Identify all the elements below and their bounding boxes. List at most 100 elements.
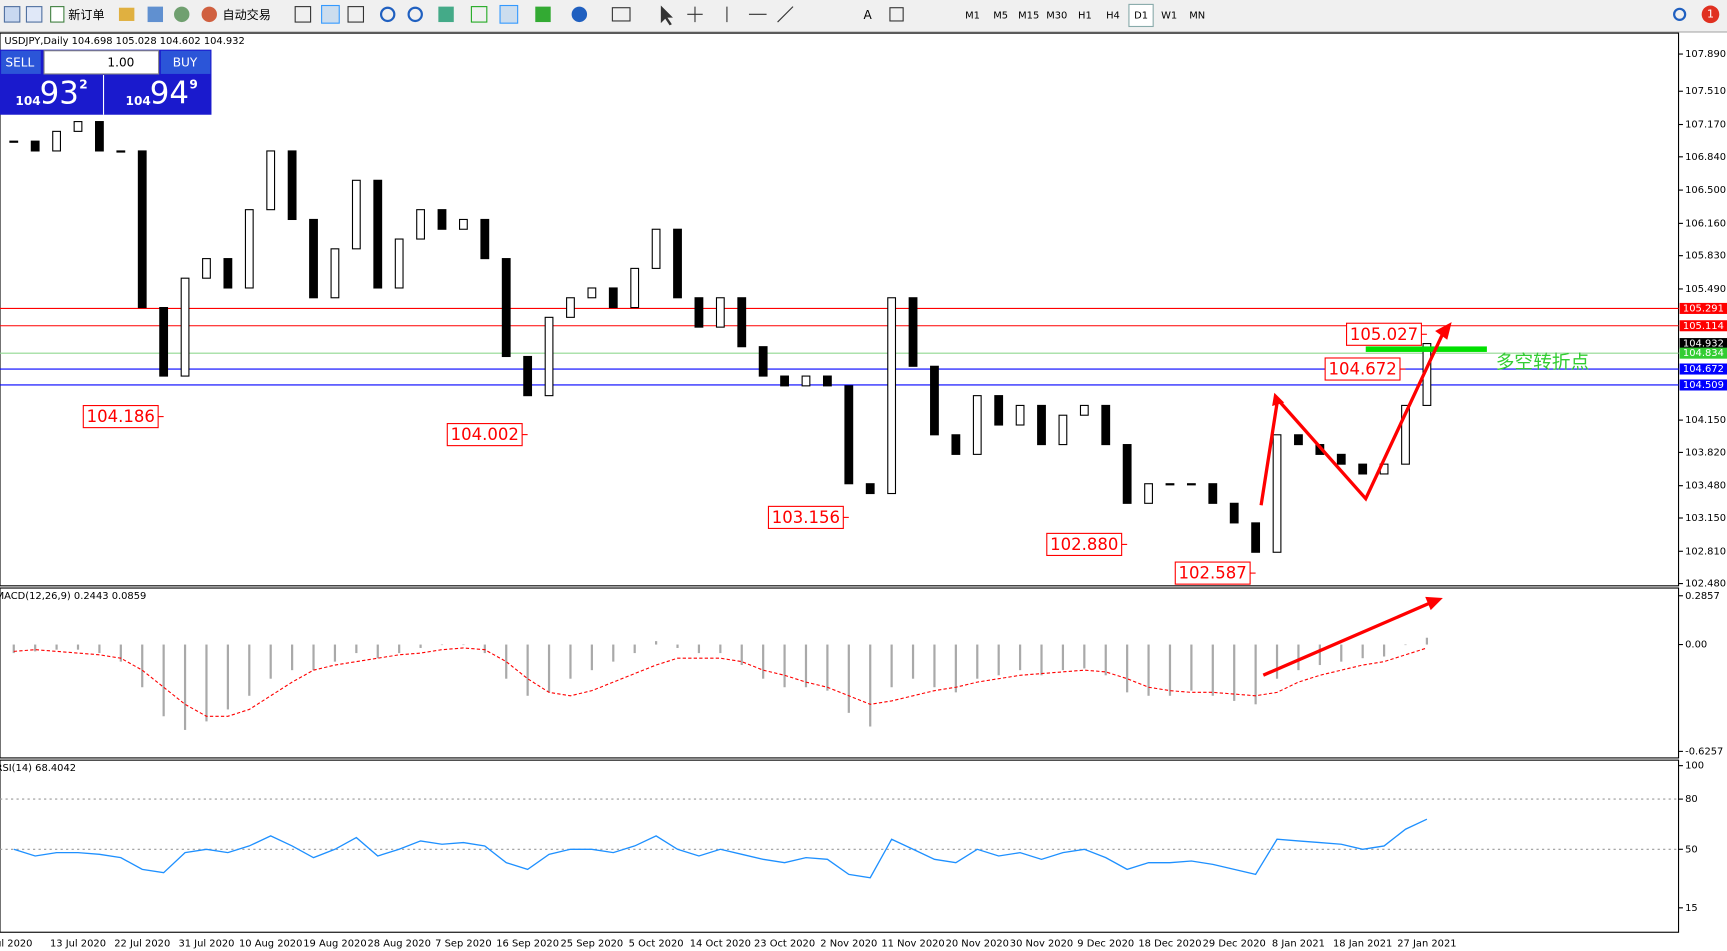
lot-value[interactable]: 1.00 (107, 55, 134, 69)
buy-button[interactable] (160, 50, 211, 74)
timeframe-button[interactable]: M15 (1018, 10, 1039, 21)
timeframe-button[interactable]: M1 (965, 10, 980, 21)
notification-badge[interactable] (1701, 5, 1720, 24)
y-tick-label: -0.6257 (1685, 746, 1723, 757)
macd-bar (483, 644, 486, 654)
icon[interactable] (611, 7, 631, 22)
rsi-line (13, 818, 1428, 879)
icon[interactable] (3, 6, 21, 23)
price-level-tag (1679, 363, 1727, 375)
icon[interactable] (321, 4, 340, 24)
candle (1122, 444, 1132, 504)
candle (1294, 434, 1303, 446)
candle (865, 483, 875, 495)
search[interactable] (1673, 7, 1687, 21)
timeframe-button[interactable]: M30 (1046, 10, 1067, 21)
icon[interactable] (294, 6, 312, 23)
icon[interactable] (438, 6, 454, 23)
icon[interactable] (571, 6, 588, 23)
candle (394, 238, 404, 289)
icon[interactable] (535, 6, 551, 23)
sell-label[interactable]: SELL (5, 55, 34, 69)
macd-bar (804, 644, 808, 688)
ask[interactable]: 94 (150, 75, 189, 111)
icon[interactable] (147, 6, 164, 23)
macd-bar (440, 644, 444, 646)
icon[interactable] (347, 6, 365, 23)
y-tick-label: 103.480 (1685, 481, 1726, 492)
bid[interactable]: 93 (40, 75, 79, 111)
macd-bar (997, 644, 1000, 676)
annotation-box (1324, 357, 1401, 381)
macd-bar (1340, 644, 1343, 662)
zoom-in[interactable] (379, 6, 396, 23)
timeframe-button[interactable]: H1 (1078, 10, 1092, 21)
auto-trade-button[interactable]: 自动交易 (222, 7, 270, 22)
ask-big[interactable]: 104 (126, 94, 151, 108)
macd-bar (633, 644, 636, 654)
macd-bar (612, 644, 615, 662)
bid-small[interactable]: 2 (79, 77, 87, 91)
price-level-tag (1679, 379, 1727, 391)
macd-bar (911, 644, 915, 679)
bid-big[interactable]: 104 (15, 94, 40, 108)
macd-bar (34, 644, 37, 652)
macd-bar (76, 644, 80, 650)
x-tick-label: 27 Jan 2021 (1397, 938, 1456, 949)
new-order-button[interactable]: 新订单 (68, 7, 104, 22)
macd-trend-arrow (1262, 599, 1435, 677)
sell-button[interactable] (1, 50, 41, 74)
icon[interactable] (499, 4, 519, 24)
macd-bar (1040, 644, 1043, 676)
label-tool[interactable] (889, 7, 904, 22)
crosshair-tool[interactable] (687, 6, 703, 23)
icon[interactable] (25, 6, 43, 23)
y-tick-label: 107.170 (1685, 120, 1726, 131)
zoom-out[interactable] (407, 6, 423, 23)
x-tick-label: 2 Nov 2020 (820, 938, 877, 949)
price-level-label: 104.509 (1683, 380, 1724, 391)
price-level-tag (1679, 338, 1727, 350)
active-timeframe (1128, 3, 1154, 28)
candle (908, 297, 918, 367)
candle (1015, 404, 1025, 426)
macd-bar (55, 644, 58, 650)
timeframe-button[interactable]: W1 (1161, 10, 1177, 21)
macd-bar (1254, 644, 1257, 705)
icon[interactable] (118, 7, 135, 21)
timeframe-button[interactable]: D1 (1134, 10, 1148, 21)
timeframe-button[interactable]: MN (1189, 10, 1205, 21)
price-annotation: 103.156 (772, 508, 840, 527)
candle (180, 277, 190, 377)
ask-small[interactable]: 9 (189, 77, 197, 91)
price-level-label: 104.932 (1683, 339, 1724, 350)
new-order-icon[interactable] (50, 6, 65, 23)
candle (501, 258, 511, 358)
macd-bar (890, 644, 893, 688)
icon[interactable] (174, 6, 190, 23)
lot-input[interactable] (43, 50, 160, 75)
candle (694, 297, 704, 328)
macd-bar (205, 644, 208, 722)
timeframe-button[interactable]: H4 (1106, 10, 1120, 21)
candle (137, 150, 147, 309)
x-tick-label: 25 Sep 2020 (560, 938, 623, 949)
candle (715, 297, 725, 328)
x-tick-label: 8 Jan 2021 (1272, 938, 1325, 949)
cursor-tool[interactable] (660, 5, 673, 26)
line-tools[interactable] (726, 6, 794, 23)
icon[interactable] (470, 6, 488, 23)
annotation-box (82, 405, 159, 429)
auto-trade-icon[interactable] (201, 6, 217, 23)
y-tick-label: 103.820 (1685, 447, 1726, 458)
x-tick-label: 9 Dec 2020 (1077, 938, 1134, 949)
candle (73, 121, 83, 132)
timeframe-button[interactable]: M5 (993, 10, 1008, 21)
candle (822, 375, 832, 387)
x-tick-label: 20 Nov 2020 (946, 938, 1009, 949)
text-tool[interactable]: A (864, 8, 873, 22)
candle (223, 258, 233, 289)
x-tick-label: 23 Oct 2020 (754, 938, 815, 949)
macd-bar (162, 644, 165, 717)
buy-label[interactable]: BUY (173, 55, 198, 69)
